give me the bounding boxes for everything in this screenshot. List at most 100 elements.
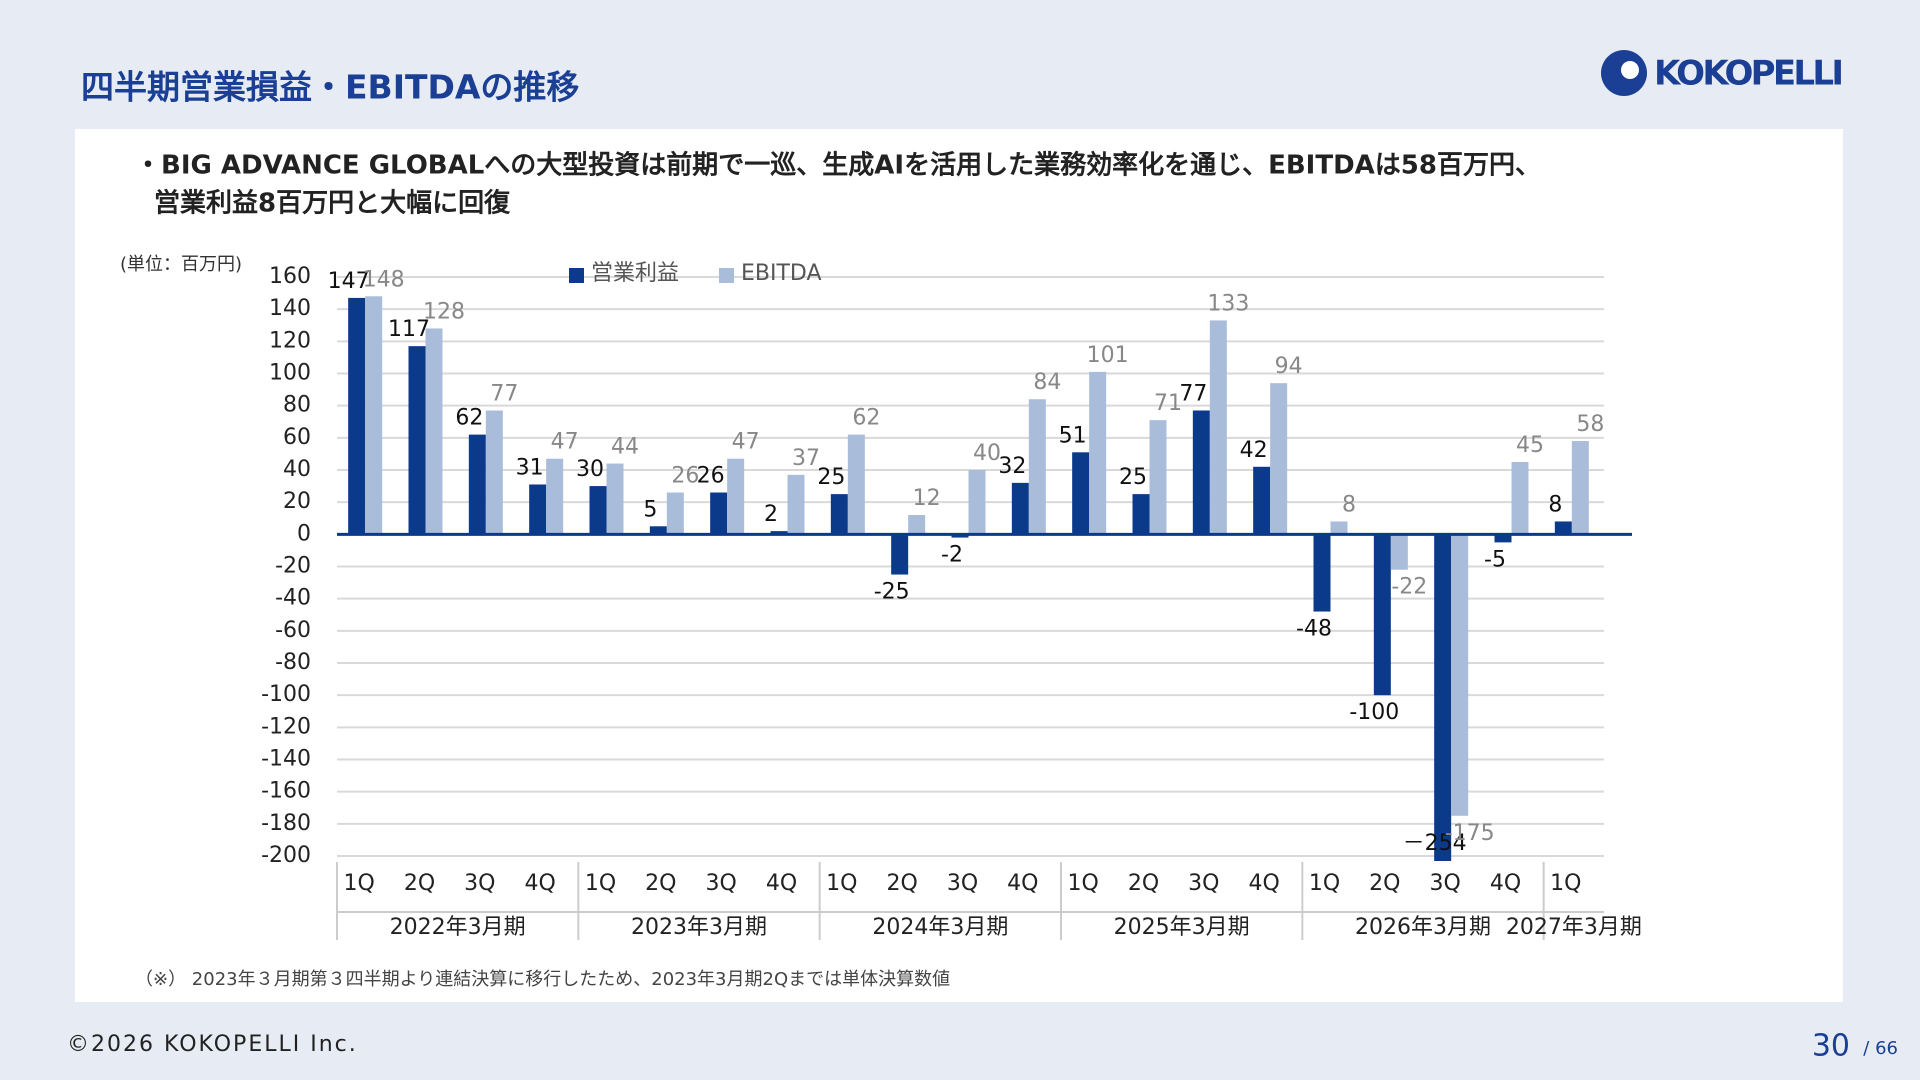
data-label: 77 <box>1179 381 1207 406</box>
bar <box>649 526 667 535</box>
legend-swatch <box>569 268 584 283</box>
bar <box>1072 452 1090 535</box>
copyright: ©2026 KOKOPELLI Inc. <box>67 1032 358 1057</box>
data-label: 47 <box>732 430 760 455</box>
x-tick-label: 4Q <box>1249 871 1280 896</box>
bar <box>908 515 926 535</box>
legend-label: EBITDA <box>741 261 822 286</box>
x-tick-label: 2Q <box>645 871 676 896</box>
legend-label: 営業利益 <box>591 261 679 286</box>
x-group-label: 2025年3月期 <box>1114 915 1250 940</box>
labels: 14714811712862773147304452626472372562-2… <box>328 267 1605 856</box>
bar <box>847 434 865 535</box>
bar <box>770 531 788 535</box>
y-tick-label: -180 <box>261 811 311 836</box>
summary-line: 営業利益8百万円と大幅に回復 <box>154 188 511 219</box>
bar <box>1192 410 1210 535</box>
data-label: 77 <box>490 381 518 406</box>
x-tick-label: 1Q <box>344 871 375 896</box>
y-tick-label: -120 <box>261 714 311 739</box>
x-tick-label: 2Q <box>887 871 918 896</box>
data-label: 25 <box>817 465 845 490</box>
x-tick-label: 2Q <box>404 871 435 896</box>
bar <box>666 492 684 535</box>
x-tick-label: 4Q <box>1007 871 1038 896</box>
y-tick-label: -40 <box>275 586 311 611</box>
bar <box>891 534 909 575</box>
y-tick-label: -20 <box>275 554 311 579</box>
bar <box>968 470 986 535</box>
data-label: -22 <box>1391 575 1427 600</box>
slide-title: 四半期営業損益・EBITDAの推移 <box>81 68 579 107</box>
y-tick-label: 120 <box>269 328 311 353</box>
bar <box>1390 534 1408 570</box>
y-tick-label: 40 <box>283 457 311 482</box>
bar <box>485 410 503 535</box>
bar <box>529 484 547 535</box>
x-tick-label: 3Q <box>947 871 978 896</box>
data-label: 128 <box>423 299 465 324</box>
data-label: 45 <box>1516 433 1544 458</box>
data-label: -25 <box>874 580 910 605</box>
legend-swatch <box>719 268 734 283</box>
data-label: 101 <box>1087 343 1129 368</box>
bar <box>468 434 486 535</box>
data-label: 5 <box>643 497 657 522</box>
data-label: -5 <box>1484 547 1506 572</box>
data-label: 26 <box>697 464 725 489</box>
y-tick-label: 60 <box>283 425 311 450</box>
x-tick-label: 1Q <box>1309 871 1340 896</box>
x-group-label: 2023年3月期 <box>631 915 767 940</box>
data-label: 40 <box>973 441 1001 466</box>
y-tick-label: -200 <box>261 843 311 868</box>
bar <box>830 494 848 535</box>
data-label: 12 <box>913 486 941 511</box>
y-tick-label: -100 <box>261 682 311 707</box>
x-group-label: 2027年3月期 <box>1506 915 1642 940</box>
footnote: （※） 2023年３月期第３四半期より連結決算に移行したため、2023年3月期2… <box>135 969 950 990</box>
x-tick-label: 3Q <box>1430 871 1461 896</box>
summary-line: ・BIG ADVANCE GLOBALへの大型投資は前期で一巡、生成AIを活用し… <box>135 150 1541 181</box>
bar <box>1434 534 1452 861</box>
data-label: 94 <box>1275 354 1303 379</box>
data-label: -48 <box>1296 617 1332 642</box>
x-tick-label: 1Q <box>1550 871 1581 896</box>
data-label: 31 <box>516 455 544 480</box>
data-label: 25 <box>1119 465 1147 490</box>
bar <box>1132 494 1150 535</box>
data-label: 51 <box>1059 423 1087 448</box>
y-tick-label: -60 <box>275 618 311 643</box>
data-label: －254 <box>1403 831 1467 856</box>
y-tick-label: 160 <box>269 264 311 289</box>
bar <box>1330 521 1348 535</box>
x-tick-label: 2Q <box>1369 871 1400 896</box>
data-label: 47 <box>551 430 579 455</box>
data-label: 8 <box>1548 492 1562 517</box>
y-tick-label: 0 <box>297 521 311 546</box>
y-tick-label: -160 <box>261 779 311 804</box>
data-label: 32 <box>998 454 1026 479</box>
data-label: 133 <box>1207 291 1249 316</box>
bar <box>1028 399 1046 535</box>
bar <box>365 296 383 535</box>
y-tick-label: 100 <box>269 361 311 386</box>
x-tick-label: 1Q <box>585 871 616 896</box>
bar <box>606 463 624 535</box>
bar <box>1554 521 1572 535</box>
x-tick-label: 3Q <box>706 871 737 896</box>
bar <box>1270 383 1288 535</box>
data-label: 26 <box>671 464 699 489</box>
x-tick-label: 2Q <box>1128 871 1159 896</box>
x-tick-label: 1Q <box>826 871 857 896</box>
bar <box>1149 420 1167 535</box>
bar <box>408 346 426 535</box>
bar <box>1511 461 1529 535</box>
data-label: -175 <box>1445 821 1495 846</box>
x-tick-label: 4Q <box>525 871 556 896</box>
x-group-label: 2026年3月期 <box>1355 915 1491 940</box>
logo-text: KOKOPELLI <box>1654 54 1844 94</box>
logo: KOKOPELLI <box>1601 50 1844 96</box>
bar <box>951 534 969 538</box>
data-label: 84 <box>1033 370 1061 395</box>
bar <box>1209 320 1227 535</box>
